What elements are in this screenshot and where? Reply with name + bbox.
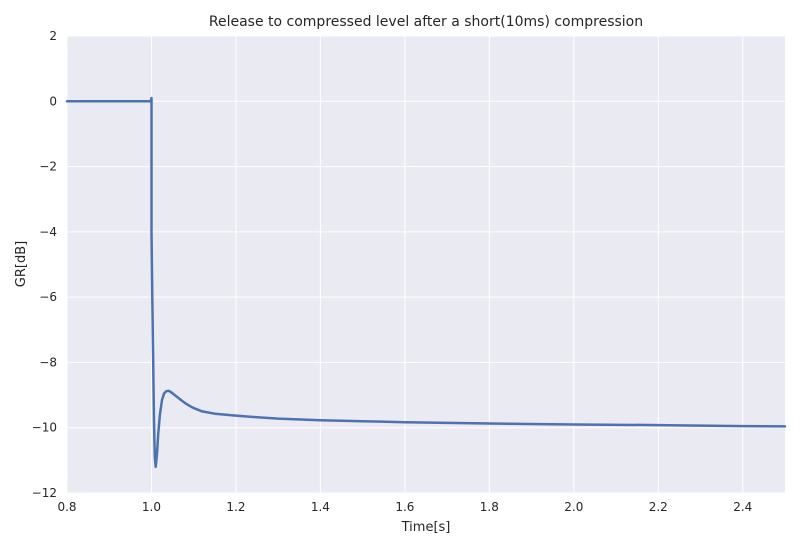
series-line	[65, 96, 787, 469]
series-layer	[65, 96, 787, 469]
x-tick-label: 2.0	[564, 500, 583, 514]
x-tick-label: 1.2	[226, 500, 245, 514]
y-tick-label: 0	[49, 94, 57, 108]
chart-title: Release to compressed level after a shor…	[209, 14, 643, 30]
x-tick-labels: 0.8 1.0 1.2 1.4 1.6 1.8 2.0 2.2 2.4	[57, 500, 752, 514]
plot-background	[67, 36, 785, 493]
x-tick-label: 2.4	[733, 500, 752, 514]
y-tick-labels: 2 0 −2 −4 −6 −8 −10 −12	[32, 29, 57, 500]
y-tick-label: −6	[39, 290, 57, 304]
x-tick-label: 0.8	[57, 500, 76, 514]
y-axis-label: GR[dB]	[14, 241, 29, 287]
y-tick-label: −12	[32, 486, 57, 500]
y-tick-label: 2	[49, 29, 57, 43]
x-axis-label: Time[s]	[401, 520, 451, 535]
grid	[66, 35, 785, 494]
x-tick-label: 1.0	[142, 500, 161, 514]
x-tick-label: 1.4	[311, 500, 330, 514]
x-tick-label: 1.8	[480, 500, 499, 514]
y-tick-label: −8	[39, 355, 57, 369]
x-tick-label: 2.2	[649, 500, 668, 514]
y-tick-label: −4	[39, 225, 57, 239]
y-tick-label: −10	[32, 421, 57, 435]
y-tick-label: −2	[39, 160, 57, 174]
x-tick-label: 1.6	[395, 500, 414, 514]
